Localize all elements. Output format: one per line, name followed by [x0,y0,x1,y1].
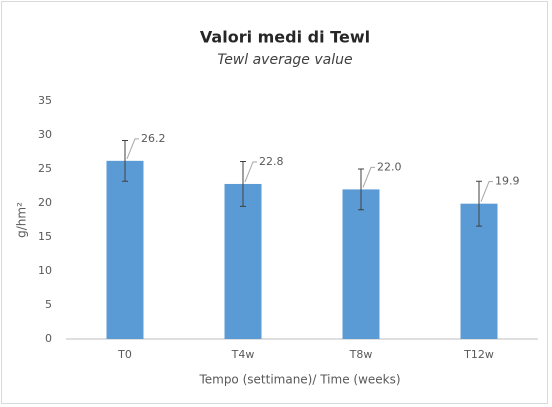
x-tick-label: T12w [463,348,494,361]
error-bar [240,161,246,207]
y-tick-label: 30 [38,128,52,141]
y-tick-label: 35 [38,94,52,107]
data-label: 26.2 [141,132,166,145]
bar [342,189,380,339]
bar [106,160,144,339]
data-label: 22.8 [259,155,284,168]
y-tick-label: 20 [38,196,52,209]
data-label: 19.9 [495,175,520,188]
y-tick-label: 25 [38,162,52,175]
label-leader [362,166,375,188]
label-leader [480,181,493,202]
error-bar [476,180,482,227]
x-tick-label: T0 [117,348,132,361]
bar [224,183,262,339]
chart-title: Valori medi di Tewl [200,28,370,47]
y-tick-label: 0 [45,332,52,345]
chart-subtitle: Tewl average value [217,52,352,68]
y-tick-label: 15 [38,230,52,243]
data-label: 22.0 [377,160,402,173]
error-bar [358,168,364,211]
error-bar [122,139,128,182]
y-tick-label: 10 [38,264,52,277]
label-leader [126,138,139,160]
y-tick-label: 5 [45,298,52,311]
x-tick-label: T8w [349,348,373,361]
y-axis-label: g/hm² [15,202,29,238]
x-axis-label: Tempo (settimane)/ Time (weeks) [198,373,400,387]
x-tick-label: T4w [231,348,255,361]
label-leader [244,161,257,183]
